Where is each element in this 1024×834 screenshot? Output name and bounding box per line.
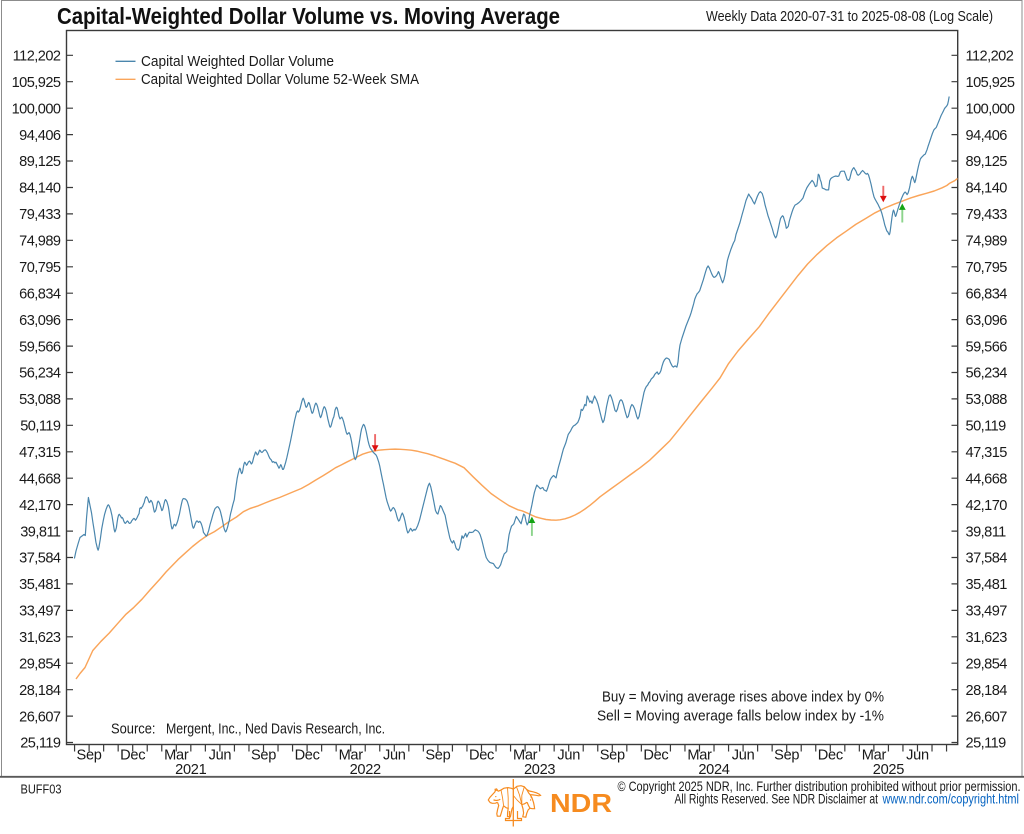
svg-text:Mar: Mar [862, 748, 887, 764]
svg-text:56,234: 56,234 [19, 366, 61, 382]
svg-text:42,170: 42,170 [966, 498, 1008, 514]
svg-text:BUFF03: BUFF03 [21, 782, 62, 797]
svg-text:Capital Weighted Dollar Volume: Capital Weighted Dollar Volume [141, 54, 334, 70]
svg-text:Sell = Moving average falls be: Sell = Moving average falls below index … [597, 709, 884, 725]
svg-text:33,497: 33,497 [966, 604, 1008, 620]
svg-text:74,989: 74,989 [966, 234, 1008, 250]
svg-text:37,584: 37,584 [19, 551, 61, 567]
svg-text:94,406: 94,406 [19, 128, 61, 144]
svg-text:Mar: Mar [513, 748, 538, 764]
svg-text:Source:: Source: [111, 722, 156, 738]
svg-text:Jun: Jun [557, 748, 580, 764]
svg-text:Dec: Dec [643, 748, 668, 764]
svg-text:Jun: Jun [209, 748, 232, 764]
svg-text:112,202: 112,202 [13, 49, 61, 65]
svg-text:Dec: Dec [295, 748, 320, 764]
svg-text:74,989: 74,989 [19, 234, 61, 250]
svg-text:Mar: Mar [687, 748, 712, 764]
svg-text:79,433: 79,433 [966, 207, 1008, 223]
svg-text:50,119: 50,119 [966, 419, 1007, 435]
svg-text:53,088: 53,088 [19, 392, 61, 408]
svg-text:2023: 2023 [524, 762, 555, 778]
svg-text:29,854: 29,854 [966, 656, 1008, 672]
svg-text:26,607: 26,607 [19, 709, 61, 725]
svg-text:33,497: 33,497 [19, 604, 61, 620]
svg-text:79,433: 79,433 [19, 207, 61, 223]
svg-text:44,668: 44,668 [19, 471, 61, 487]
svg-text:28,184: 28,184 [966, 683, 1008, 699]
svg-text:100,000: 100,000 [966, 101, 1015, 117]
svg-text:Capital Weighted Dollar Volume: Capital Weighted Dollar Volume 52-Week S… [141, 72, 419, 88]
svg-text:Mergent, Inc., Ned Davis Resea: Mergent, Inc., Ned Davis Research, Inc. [166, 722, 385, 738]
svg-text:Mar: Mar [164, 748, 189, 764]
svg-text:Sep: Sep [774, 748, 799, 764]
svg-text:29,854: 29,854 [19, 656, 61, 672]
svg-text:70,795: 70,795 [19, 260, 61, 276]
svg-text:Sep: Sep [425, 748, 450, 764]
svg-text:31,623: 31,623 [19, 630, 61, 646]
svg-text:Buy = Moving average rises abo: Buy = Moving average rises above index b… [602, 690, 884, 706]
svg-text:31,623: 31,623 [966, 630, 1008, 646]
svg-text:47,315: 47,315 [966, 445, 1008, 461]
svg-text:59,566: 59,566 [19, 339, 61, 355]
svg-text:66,834: 66,834 [19, 286, 61, 302]
svg-text:66,834: 66,834 [966, 286, 1008, 302]
svg-text:2024: 2024 [698, 762, 729, 778]
svg-text:Jun: Jun [732, 748, 755, 764]
svg-text:NDR: NDR [550, 788, 612, 818]
svg-text:Jun: Jun [383, 748, 406, 764]
svg-text:37,584: 37,584 [966, 551, 1008, 567]
svg-text:Mar: Mar [339, 748, 364, 764]
svg-text:53,088: 53,088 [966, 392, 1008, 408]
svg-text:56,234: 56,234 [966, 366, 1008, 382]
svg-text:Capital-Weighted Dollar Volume: Capital-Weighted Dollar Volume vs. Movin… [57, 3, 560, 29]
svg-text:59,566: 59,566 [966, 339, 1008, 355]
svg-text:35,481: 35,481 [19, 577, 61, 593]
svg-text:28,184: 28,184 [19, 683, 61, 699]
svg-text:112,202: 112,202 [966, 49, 1014, 65]
svg-text:105,925: 105,925 [966, 75, 1015, 91]
svg-text:Sep: Sep [77, 748, 102, 764]
svg-text:2025: 2025 [873, 762, 904, 778]
svg-text:44,668: 44,668 [966, 471, 1008, 487]
svg-text:25,119: 25,119 [20, 736, 61, 752]
svg-text:42,170: 42,170 [19, 498, 61, 514]
svg-text:Dec: Dec [818, 748, 843, 764]
svg-text:89,125: 89,125 [19, 154, 61, 170]
svg-text:Dec: Dec [120, 748, 145, 764]
svg-text:70,795: 70,795 [966, 260, 1008, 276]
svg-text:Weekly Data 2020-07-31 to 2025: Weekly Data 2020-07-31 to 2025-08-08 (Lo… [706, 8, 993, 25]
svg-text:84,140: 84,140 [966, 181, 1008, 197]
svg-text:100,000: 100,000 [12, 101, 61, 117]
svg-text:63,096: 63,096 [19, 313, 61, 329]
svg-text:Dec: Dec [469, 748, 494, 764]
svg-text:25,119: 25,119 [966, 736, 1007, 752]
svg-text:2021: 2021 [175, 762, 206, 778]
svg-text:26,607: 26,607 [966, 709, 1008, 725]
svg-text:www.ndr.com/copyright.html: www.ndr.com/copyright.html [882, 791, 1019, 806]
svg-text:94,406: 94,406 [966, 128, 1008, 144]
svg-text:47,315: 47,315 [19, 445, 61, 461]
svg-text:39,811: 39,811 [20, 524, 61, 540]
svg-text:50,119: 50,119 [20, 419, 61, 435]
svg-text:35,481: 35,481 [966, 577, 1008, 593]
svg-text:Sep: Sep [251, 748, 276, 764]
svg-text:84,140: 84,140 [19, 181, 61, 197]
svg-text:Sep: Sep [600, 748, 625, 764]
svg-text:Jun: Jun [906, 748, 929, 764]
svg-text:63,096: 63,096 [966, 313, 1008, 329]
svg-text:89,125: 89,125 [966, 154, 1008, 170]
svg-text:© Copyright 2025 NDR, Inc. Fur: © Copyright 2025 NDR, Inc. Further distr… [618, 779, 1021, 794]
svg-text:All Rights Reserved. See NDR D: All Rights Reserved. See NDR Disclaimer … [675, 791, 879, 806]
svg-text:105,925: 105,925 [12, 75, 61, 91]
svg-text:2022: 2022 [350, 762, 381, 778]
svg-text:39,811: 39,811 [966, 524, 1007, 540]
